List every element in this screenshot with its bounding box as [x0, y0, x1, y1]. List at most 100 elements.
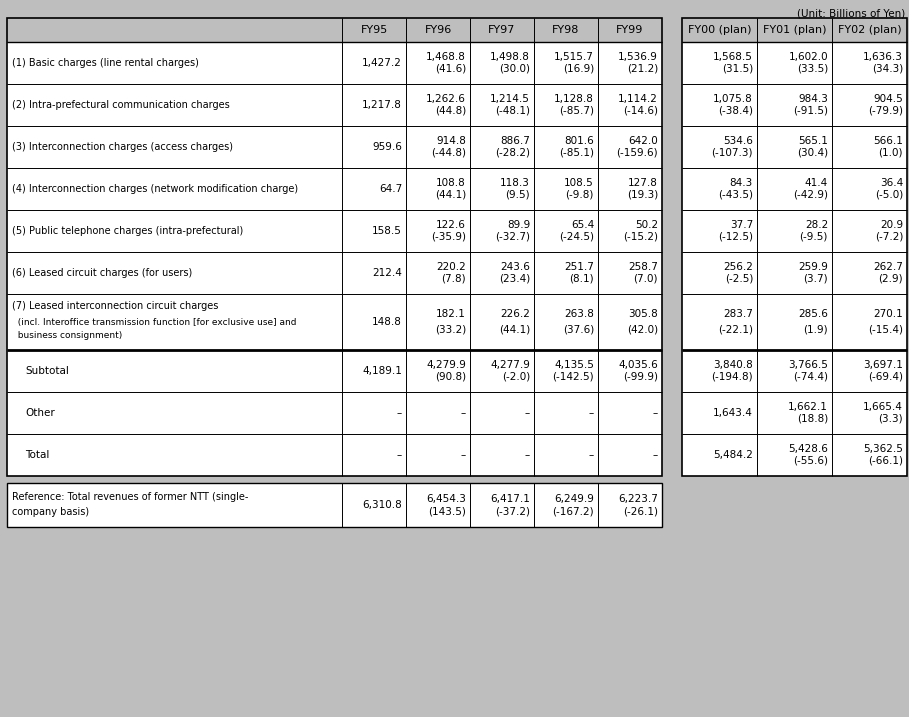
Text: –: – — [461, 408, 466, 418]
Text: (44.1): (44.1) — [499, 325, 530, 335]
Text: FY02 (plan): FY02 (plan) — [838, 25, 902, 35]
Text: 3,697.1: 3,697.1 — [864, 360, 903, 370]
Text: (44.8): (44.8) — [435, 106, 466, 116]
Text: 984.3: 984.3 — [798, 94, 828, 104]
Text: (90.8): (90.8) — [435, 372, 466, 382]
Text: 1,262.6: 1,262.6 — [426, 94, 466, 104]
Text: 212.4: 212.4 — [372, 268, 402, 278]
Text: (-43.5): (-43.5) — [718, 190, 753, 200]
Text: (-55.6): (-55.6) — [793, 456, 828, 466]
Text: (-74.4): (-74.4) — [793, 372, 828, 382]
Text: 182.1: 182.1 — [436, 309, 466, 319]
Text: 1,114.2: 1,114.2 — [618, 94, 658, 104]
Text: (-9.8): (-9.8) — [565, 190, 594, 200]
Text: FY95: FY95 — [360, 25, 387, 35]
Text: 6,223.7: 6,223.7 — [618, 494, 658, 504]
Text: 263.8: 263.8 — [564, 309, 594, 319]
Text: (-142.5): (-142.5) — [553, 372, 594, 382]
Text: (30.4): (30.4) — [797, 148, 828, 158]
Text: FY01 (plan): FY01 (plan) — [763, 25, 826, 35]
Bar — [7, 0, 907, 18]
Text: (33.5): (33.5) — [797, 64, 828, 74]
Text: 64.7: 64.7 — [379, 184, 402, 194]
Text: 37.7: 37.7 — [730, 220, 753, 230]
Text: FY96: FY96 — [425, 25, 452, 35]
Text: 251.7: 251.7 — [564, 262, 594, 272]
Text: 6,249.9: 6,249.9 — [554, 494, 594, 504]
Text: (37.6): (37.6) — [563, 325, 594, 335]
Bar — [7, 18, 662, 476]
Text: 28.2: 28.2 — [804, 220, 828, 230]
Text: 3,766.5: 3,766.5 — [788, 360, 828, 370]
Text: 283.7: 283.7 — [724, 309, 753, 319]
Text: 1,665.4: 1,665.4 — [864, 402, 903, 412]
Text: 801.6: 801.6 — [564, 136, 594, 146]
Text: 50.2: 50.2 — [634, 220, 658, 230]
Text: (-42.9): (-42.9) — [793, 190, 828, 200]
Text: (7) Leased interconnection circuit charges: (7) Leased interconnection circuit charg… — [12, 301, 218, 311]
Text: (-15.4): (-15.4) — [868, 325, 903, 335]
Text: (-69.4): (-69.4) — [868, 372, 903, 382]
Text: 1,662.1: 1,662.1 — [788, 402, 828, 412]
Text: (-7.2): (-7.2) — [874, 232, 903, 242]
Text: (143.5): (143.5) — [428, 506, 466, 516]
Text: 5,484.2: 5,484.2 — [714, 450, 753, 460]
Text: (7.8): (7.8) — [442, 274, 466, 284]
Text: (-85.7): (-85.7) — [559, 106, 594, 116]
Text: –: – — [589, 450, 594, 460]
Text: FY97: FY97 — [488, 25, 515, 35]
Text: 226.2: 226.2 — [500, 309, 530, 319]
Text: (4) Interconnection charges (network modification charge): (4) Interconnection charges (network mod… — [12, 184, 298, 194]
Text: (-159.6): (-159.6) — [616, 148, 658, 158]
Text: (-91.5): (-91.5) — [793, 106, 828, 116]
Text: 256.2: 256.2 — [724, 262, 753, 272]
Text: 65.4: 65.4 — [571, 220, 594, 230]
Bar — [682, 18, 907, 476]
Text: 1,568.5: 1,568.5 — [714, 52, 753, 62]
Text: 270.1: 270.1 — [874, 309, 903, 319]
Text: 158.5: 158.5 — [372, 226, 402, 236]
Text: 20.9: 20.9 — [880, 220, 903, 230]
Text: 305.8: 305.8 — [628, 309, 658, 319]
Text: (1.0): (1.0) — [878, 148, 903, 158]
Text: (34.3): (34.3) — [872, 64, 903, 74]
Text: 6,310.8: 6,310.8 — [363, 500, 402, 510]
Text: –: – — [396, 450, 402, 460]
Text: 41.4: 41.4 — [804, 178, 828, 188]
Text: (18.8): (18.8) — [797, 414, 828, 424]
Text: (2) Intra-prefectural communication charges: (2) Intra-prefectural communication char… — [12, 100, 230, 110]
Text: 1,515.7: 1,515.7 — [554, 52, 594, 62]
Text: (-2.0): (-2.0) — [502, 372, 530, 382]
Text: 84.3: 84.3 — [730, 178, 753, 188]
Text: (19.3): (19.3) — [626, 190, 658, 200]
Text: 904.5: 904.5 — [874, 94, 903, 104]
Text: (-35.9): (-35.9) — [431, 232, 466, 242]
Text: 5,428.6: 5,428.6 — [788, 444, 828, 454]
Text: 258.7: 258.7 — [628, 262, 658, 272]
Text: (31.5): (31.5) — [722, 64, 753, 74]
Text: 1,128.8: 1,128.8 — [554, 94, 594, 104]
Text: (-12.5): (-12.5) — [718, 232, 753, 242]
Text: (33.2): (33.2) — [435, 325, 466, 335]
Text: 4,279.9: 4,279.9 — [426, 360, 466, 370]
Text: (21.2): (21.2) — [626, 64, 658, 74]
Text: (-15.2): (-15.2) — [623, 232, 658, 242]
Text: 5,362.5: 5,362.5 — [864, 444, 903, 454]
Text: (30.0): (30.0) — [499, 64, 530, 74]
Text: 1,217.8: 1,217.8 — [362, 100, 402, 110]
Text: (-5.0): (-5.0) — [874, 190, 903, 200]
Text: 565.1: 565.1 — [798, 136, 828, 146]
Text: 122.6: 122.6 — [436, 220, 466, 230]
Text: 127.8: 127.8 — [628, 178, 658, 188]
Text: (42.0): (42.0) — [627, 325, 658, 335]
Text: 36.4: 36.4 — [880, 178, 903, 188]
Text: (9.5): (9.5) — [505, 190, 530, 200]
Text: (-48.1): (-48.1) — [495, 106, 530, 116]
Text: –: – — [524, 408, 530, 418]
Text: 108.8: 108.8 — [436, 178, 466, 188]
Text: (-85.1): (-85.1) — [559, 148, 594, 158]
Text: (8.1): (8.1) — [569, 274, 594, 284]
Text: 148.8: 148.8 — [372, 317, 402, 327]
Text: (3.3): (3.3) — [878, 414, 903, 424]
Text: (3.7): (3.7) — [804, 274, 828, 284]
